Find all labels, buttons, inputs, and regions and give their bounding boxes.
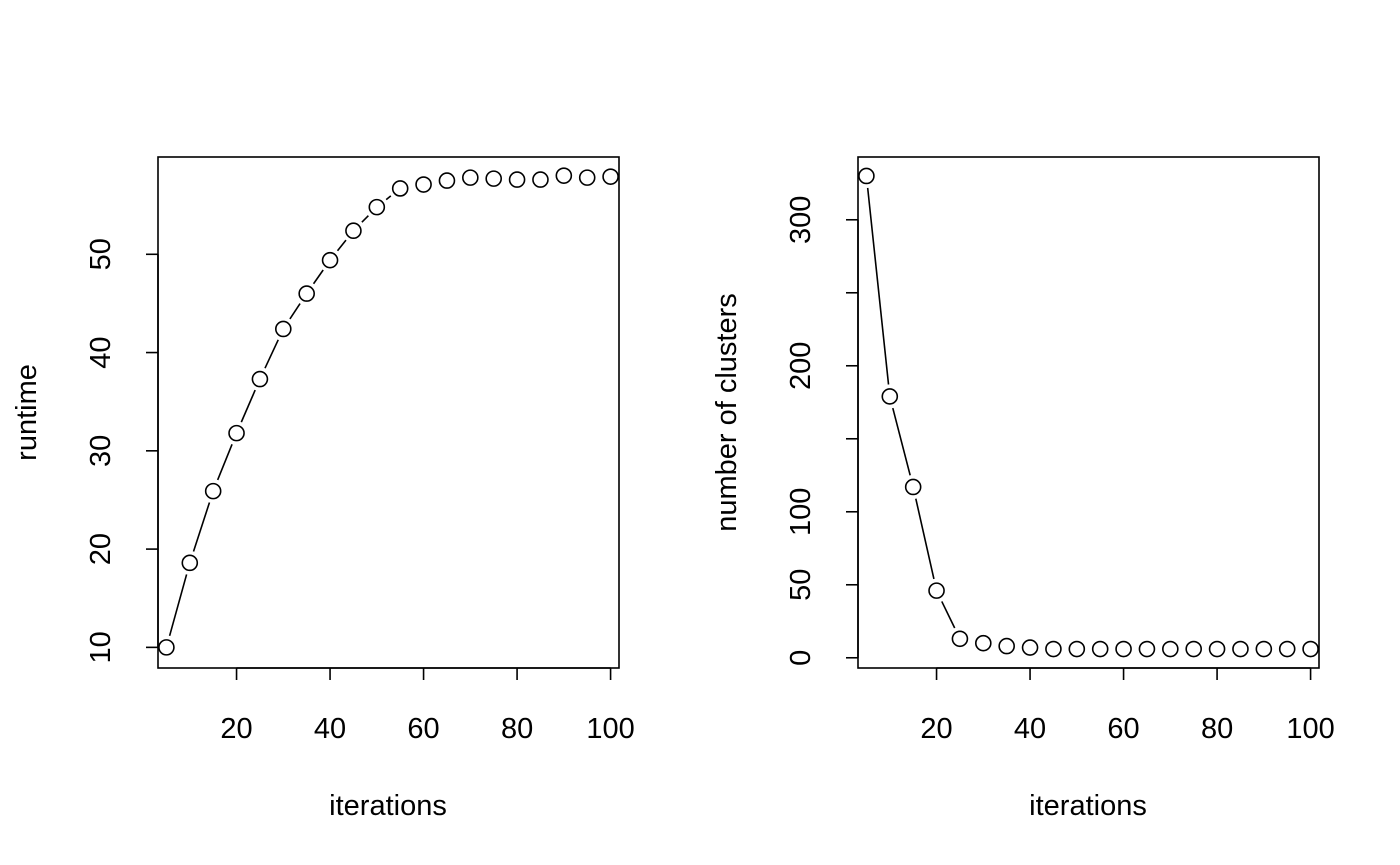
y-tick-label: 10 [85,631,117,663]
series-line-segment [240,389,256,423]
data-point [485,170,502,187]
series-line-segment [336,239,347,252]
data-point [1021,639,1039,656]
data-point [1091,640,1109,658]
data-point [462,169,479,186]
data-point [578,169,596,186]
x-tick-label: 80 [1201,713,1233,745]
data-point [275,320,292,338]
series-line-segment [168,574,188,637]
series-line-segment [216,443,233,481]
data-point [438,172,456,189]
y-tick-label: 50 [785,569,817,601]
data-point [508,171,526,188]
runtime-panel: 20 40 60 80 100 10 20 30 40 50 iterations runtime [11,156,635,822]
data-point [1045,640,1062,658]
x-axis-label: iterations [329,790,447,822]
series-line-segment [192,502,211,552]
data-point [321,251,339,269]
y-axis-label: runtime [11,364,43,461]
data-point [928,582,945,599]
data-point [858,167,875,185]
y-tick-label: 100 [785,488,817,536]
data-point [881,388,899,405]
data-point [1255,640,1273,658]
series-line-segment [385,195,392,201]
x-tick-label: 40 [1014,713,1046,745]
data-point [904,478,922,496]
data-point [602,168,619,185]
data-point [204,482,222,500]
y-tick-label: 50 [85,238,117,270]
series-line-segment [289,303,301,320]
data-point [975,634,992,652]
series-line-segment [941,601,956,629]
x-tick-label: 60 [407,713,439,745]
x-axis-label: iterations [1029,790,1147,822]
data-point [1115,640,1132,658]
series-line-segment [915,498,935,580]
y-tick-label: 40 [85,336,117,368]
data-point [345,222,362,240]
data-point [181,554,199,572]
series-line-segment [866,187,890,385]
data-point [1232,640,1249,658]
series-line-segment [361,215,369,223]
x-tick-label: 20 [920,713,952,745]
data-point [1162,640,1179,658]
data-point [1302,640,1319,658]
data-point [251,370,269,388]
data-point [415,176,432,193]
clusters-panel: 20 40 60 80 100 0 50 100 200 300 iterations number … [711,156,1335,822]
x-tick-label: 100 [586,713,634,745]
data-point [298,285,315,302]
data-point [951,630,969,648]
data-point [368,198,386,216]
plot-frame [157,156,620,669]
data-point [1068,640,1086,658]
data-point [1278,640,1296,658]
data-point [998,637,1015,655]
y-tick-label: 20 [85,533,117,565]
data-point [228,424,245,442]
y-axis-label: number of clusters [711,293,743,532]
x-tick-label: 40 [314,713,346,745]
series-line-segment [312,269,324,285]
data-point [158,639,175,656]
series-line-segment [264,339,279,369]
data-point [1138,640,1156,658]
y-tick-label: 200 [785,342,817,390]
y-tick-label: 0 [785,650,817,666]
data-point [1185,640,1202,658]
x-tick-label: 100 [1286,713,1334,745]
x-tick-label: 20 [220,713,252,745]
data-point [1208,640,1226,658]
y-tick-label: 300 [785,196,817,244]
x-tick-label: 80 [501,713,533,745]
data-point [555,167,573,184]
x-tick-label: 60 [1107,713,1139,745]
data-point [391,180,409,197]
data-point [532,171,549,188]
y-tick-label: 30 [85,435,117,467]
series-line-segment [892,407,911,476]
plot-frame [857,156,1320,669]
